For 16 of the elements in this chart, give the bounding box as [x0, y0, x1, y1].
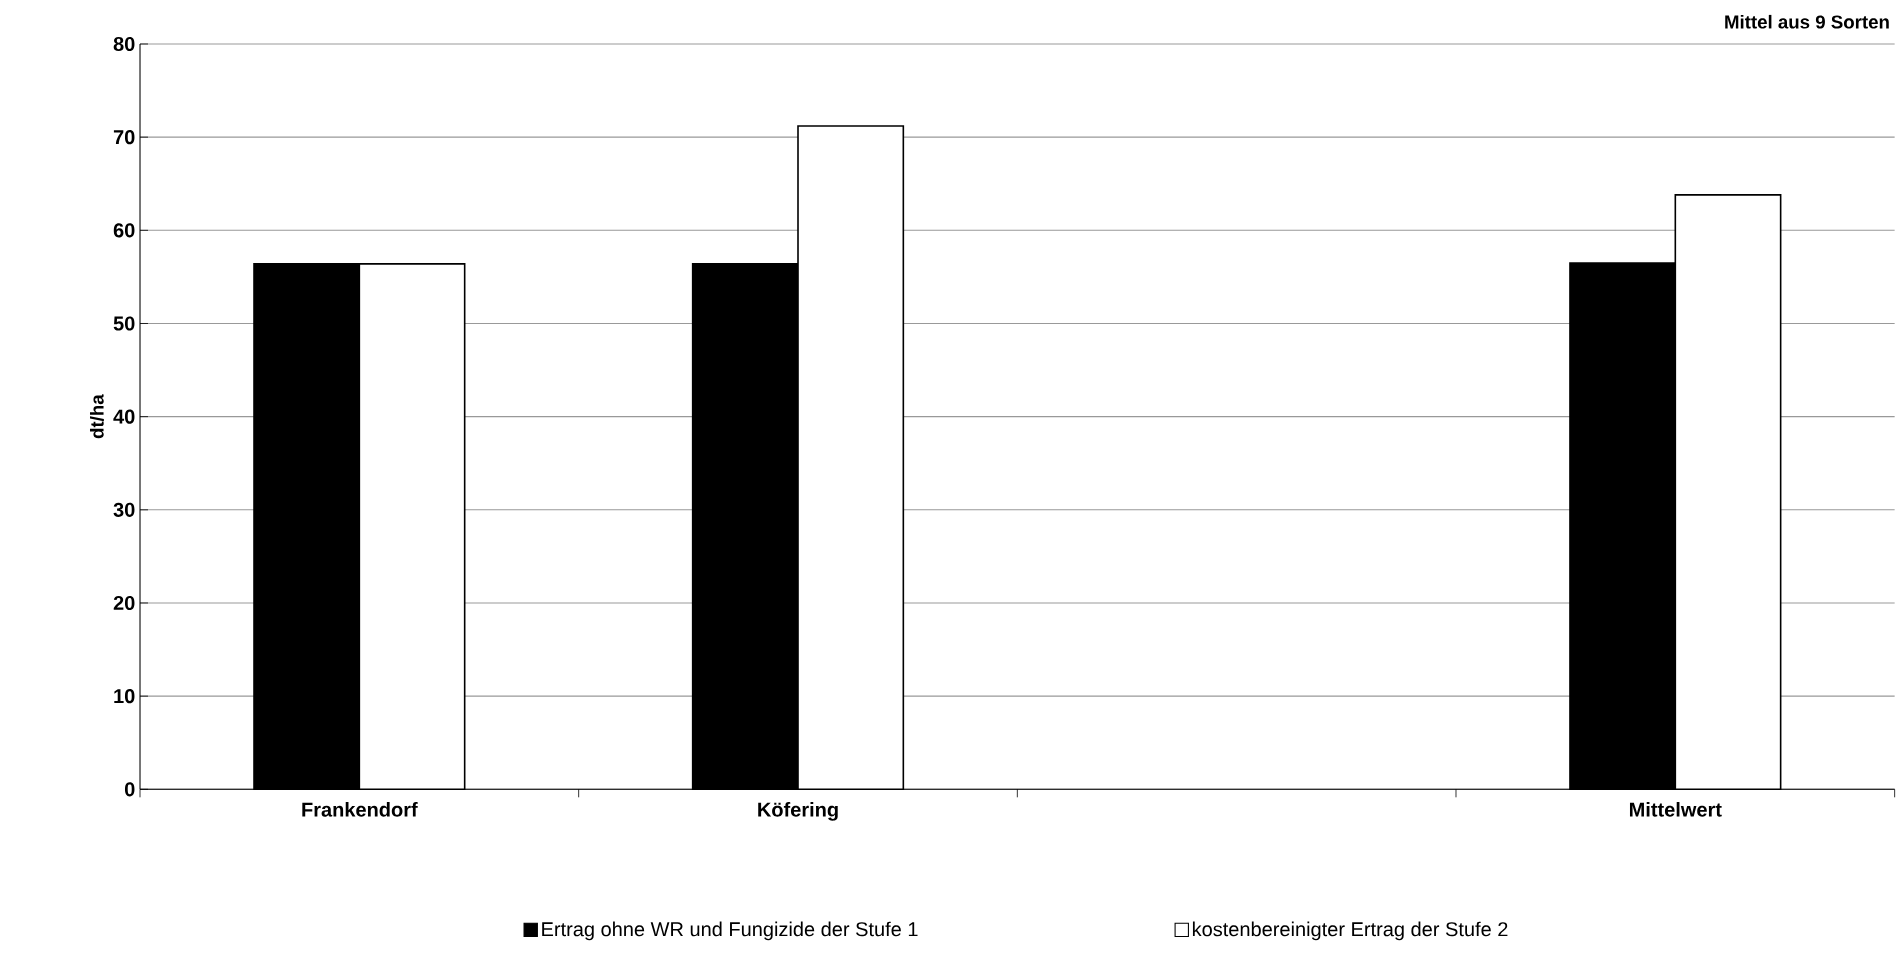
y-tick-label: 80 — [113, 36, 135, 51]
x-tick-label: Frankendorf — [302, 801, 418, 817]
y-tick-label: 70 — [113, 129, 135, 145]
y-tick-label: 40 — [113, 409, 135, 424]
y-tick-label: 0 — [124, 782, 135, 797]
x-tick-label: Mittelwert — [1629, 801, 1722, 817]
y-tick-label: 60 — [113, 223, 135, 238]
y-tick-label: 20 — [113, 595, 135, 610]
y-tick-label: 10 — [114, 688, 135, 704]
chart-title: Mittel aus 9 Sorten — [1725, 14, 1889, 29]
y-tick-label: 50 — [113, 316, 135, 331]
legend-label: Ertrag ohne WR und Fungizide der Stufe 1 — [542, 921, 918, 941]
y-tick-label: 30 — [113, 502, 135, 517]
x-tick-label: Köfering — [758, 801, 838, 821]
legend-label: kostenbereinigter Ertrag der Stufe 2 — [1192, 921, 1508, 941]
y-axis-title: dt/ha — [90, 394, 104, 439]
